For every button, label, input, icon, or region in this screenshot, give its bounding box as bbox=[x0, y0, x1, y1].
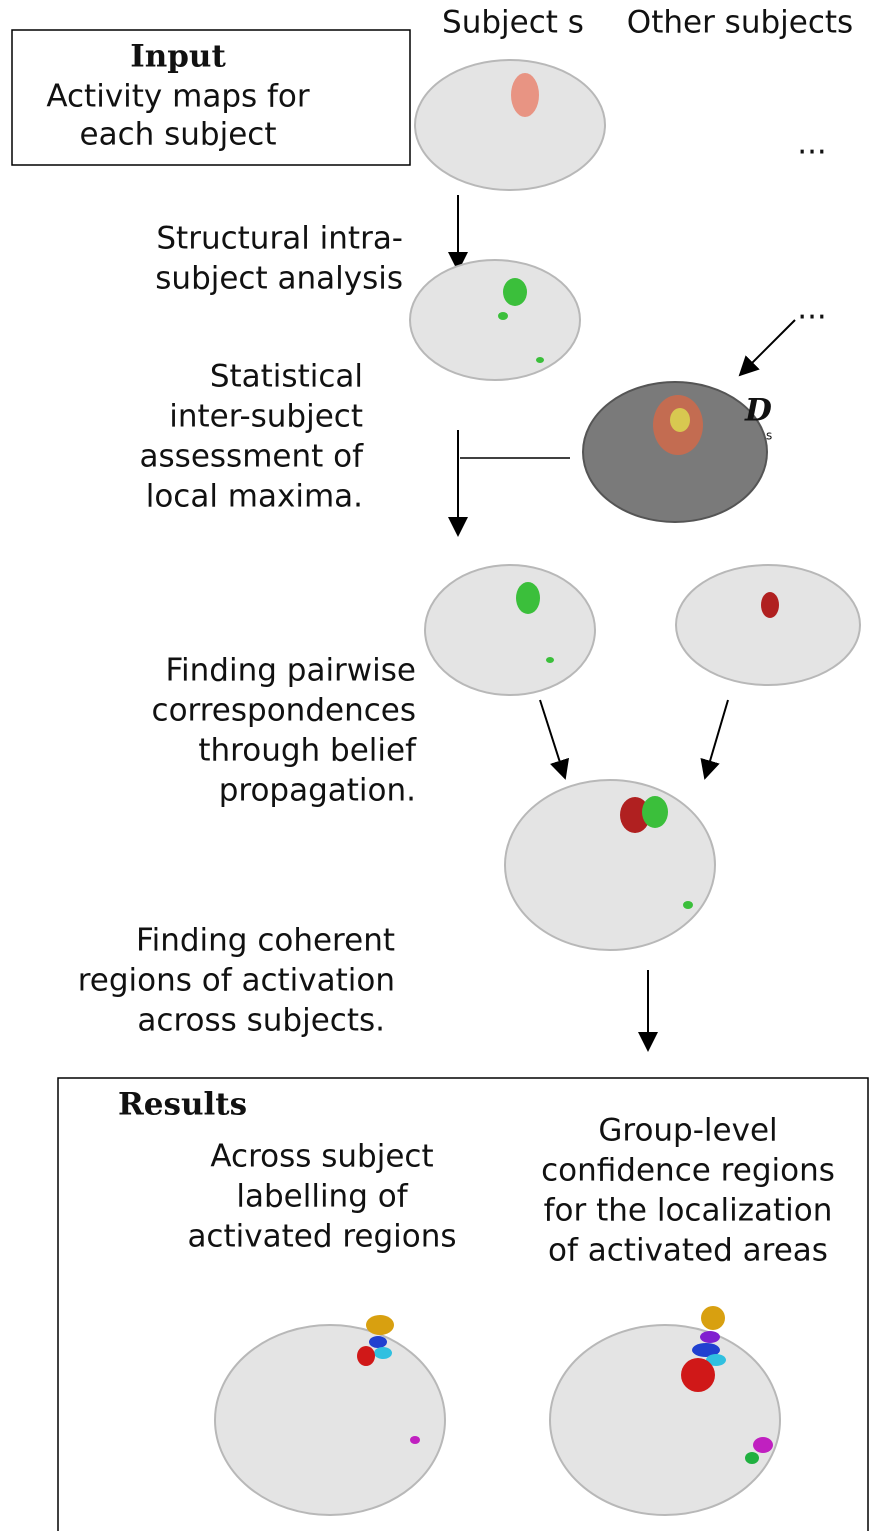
step-line: Structural intra- bbox=[156, 221, 403, 257]
input-title: Input bbox=[130, 39, 226, 75]
step-line: Finding coherent bbox=[136, 923, 395, 959]
step-line: correspondences bbox=[152, 693, 416, 729]
step-line: regions of activation bbox=[78, 963, 395, 999]
header-subject: Subject s bbox=[442, 5, 584, 41]
step-line: through belief bbox=[198, 733, 417, 769]
results-title: Results bbox=[118, 1087, 247, 1123]
input-line: Activity maps for bbox=[46, 79, 310, 115]
results-right: Group-level bbox=[598, 1113, 777, 1149]
results-right: of activated areas bbox=[548, 1233, 828, 1269]
brain bbox=[409, 259, 581, 381]
symbol: D bbox=[744, 393, 772, 429]
arrow bbox=[539, 699, 570, 780]
results-right: for the localization bbox=[544, 1193, 833, 1229]
results-left: activated regions bbox=[187, 1219, 456, 1255]
header-others: Other subjects bbox=[627, 5, 853, 41]
brain bbox=[214, 1315, 446, 1516]
results-left: labelling of bbox=[236, 1179, 408, 1215]
step-line: propagation. bbox=[219, 773, 416, 809]
results-right: confidence regions bbox=[541, 1153, 835, 1189]
step-line: Finding pairwise bbox=[165, 653, 416, 689]
results-box bbox=[57, 1077, 869, 1531]
step-line: local maxima. bbox=[146, 479, 363, 515]
results-left: Across subject bbox=[210, 1139, 433, 1175]
input-box bbox=[11, 29, 411, 166]
brain bbox=[424, 564, 596, 696]
step-line: inter-subject bbox=[169, 399, 363, 435]
step-line: across subjects. bbox=[137, 1003, 385, 1039]
brain bbox=[549, 1306, 781, 1516]
step-line: assessment of bbox=[140, 439, 365, 475]
step-line: subject analysis bbox=[155, 261, 403, 297]
ellipsis: ... bbox=[797, 126, 827, 162]
input-line: each subject bbox=[80, 117, 277, 153]
brain bbox=[582, 381, 768, 523]
brain bbox=[675, 564, 861, 686]
arrow bbox=[700, 699, 729, 780]
brain bbox=[504, 779, 716, 951]
step-line: Statistical bbox=[210, 359, 363, 395]
symbol-sub: s bbox=[766, 429, 772, 443]
ellipsis: ... bbox=[797, 291, 827, 327]
arrow bbox=[738, 319, 796, 377]
brain bbox=[414, 59, 606, 191]
